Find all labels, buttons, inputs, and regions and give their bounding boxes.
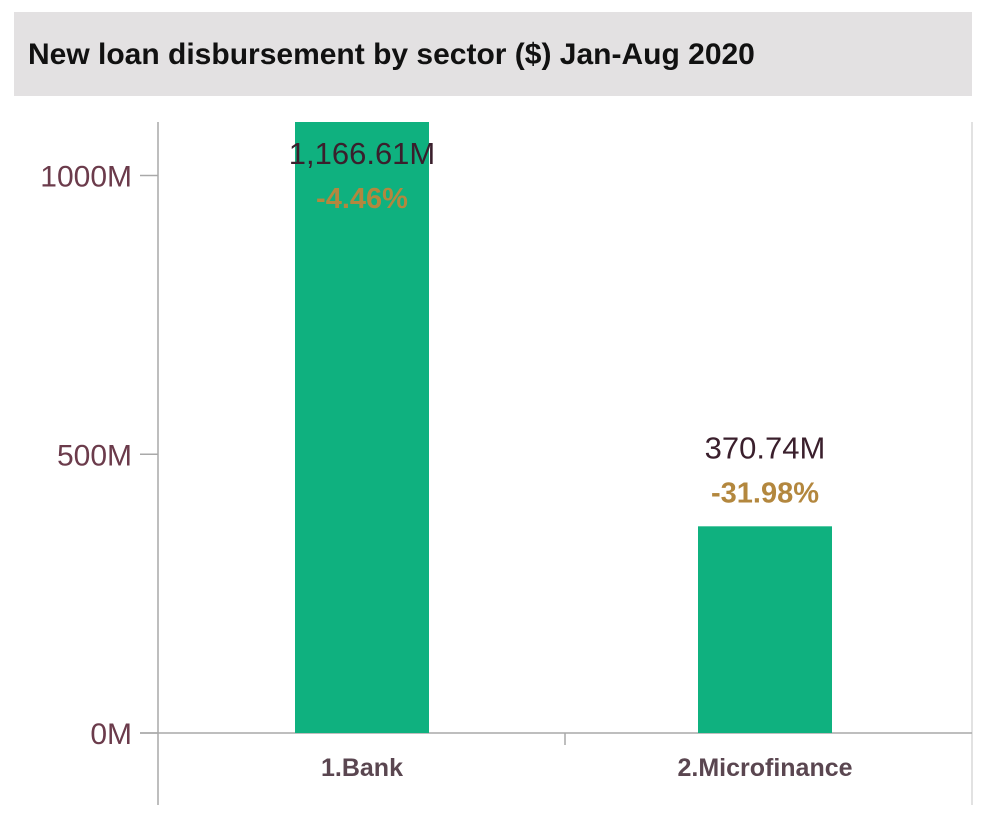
y-tick-label: 0M — [90, 718, 132, 751]
bar-change-label: -4.46% — [316, 183, 408, 215]
bar-value-label: 370.74M — [705, 430, 826, 465]
y-tick-label: 500M — [57, 439, 132, 472]
y-tick-label: 1000M — [40, 161, 132, 194]
chart-title-bar: New loan disbursement by sector ($) Jan-… — [14, 12, 972, 96]
bar-change-label: -31.98% — [711, 477, 819, 509]
bar[interactable] — [295, 122, 429, 733]
bar-value-label: 1,166.61M — [289, 136, 436, 171]
bar[interactable] — [698, 526, 832, 733]
x-category-label: 1.Bank — [321, 754, 403, 782]
chart-title: New loan disbursement by sector ($) Jan-… — [28, 38, 755, 71]
x-category-label: 2.Microfinance — [677, 754, 852, 782]
